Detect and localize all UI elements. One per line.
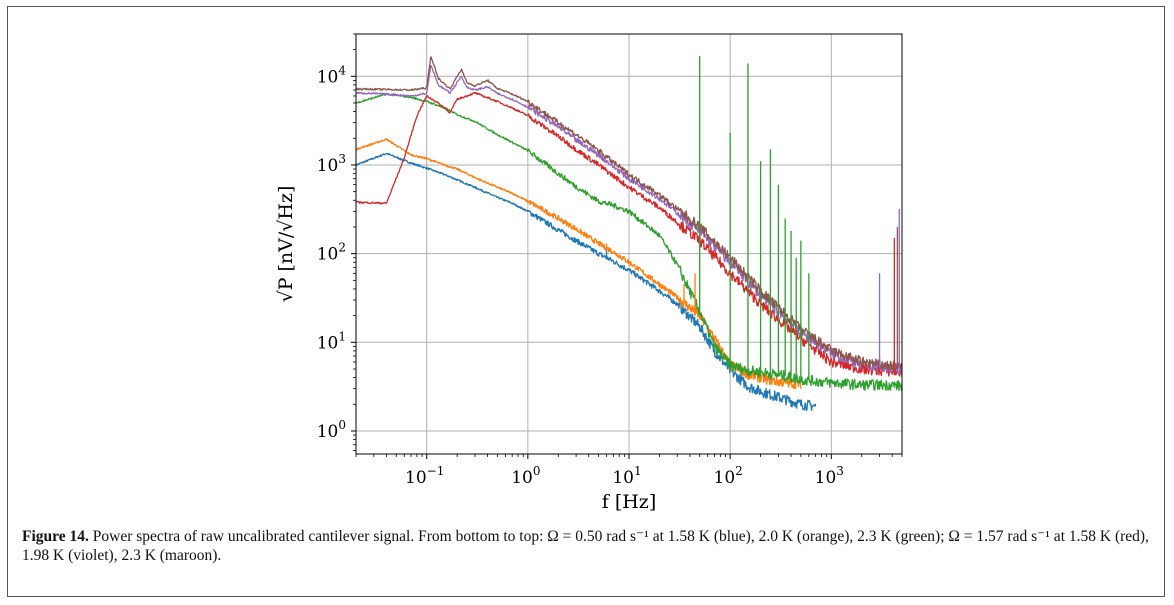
y-tick-label: 104 (317, 63, 347, 87)
series-line-4 (356, 65, 902, 375)
y-tick-label: 103 (317, 152, 346, 176)
y-tick-label: 102 (317, 241, 346, 265)
x-tick-label: 100 (511, 464, 540, 488)
y-tick-label: 101 (317, 329, 346, 353)
series-line-5 (356, 56, 902, 371)
y-axis-label: √P [nV/√Hz] (275, 186, 297, 303)
caption-text: Power spectra of raw uncalibrated cantil… (22, 528, 1149, 564)
x-tick-label: 103 (815, 464, 844, 488)
series-line-2 (356, 93, 902, 391)
grid-lines (356, 34, 902, 454)
x-tick-label: 10−1 (405, 464, 444, 488)
x-axis-ticks: 10−1 100 101 102 103 (355, 454, 903, 488)
series-line-0 (356, 152, 817, 411)
y-tick-label: 100 (317, 418, 346, 442)
figure-frame (7, 6, 1165, 597)
figure-caption: Figure 14. Power spectra of raw uncalibr… (22, 527, 1152, 565)
caption-label: Figure 14. (22, 528, 89, 545)
x-tick-label: 101 (612, 464, 641, 488)
data-series (356, 55, 902, 411)
x-axis-label: f [Hz] (602, 491, 656, 513)
y-axis-ticks: 100 101 102 103 104 (317, 33, 356, 452)
series-line-3 (356, 91, 902, 377)
x-tick-label: 102 (714, 464, 743, 488)
